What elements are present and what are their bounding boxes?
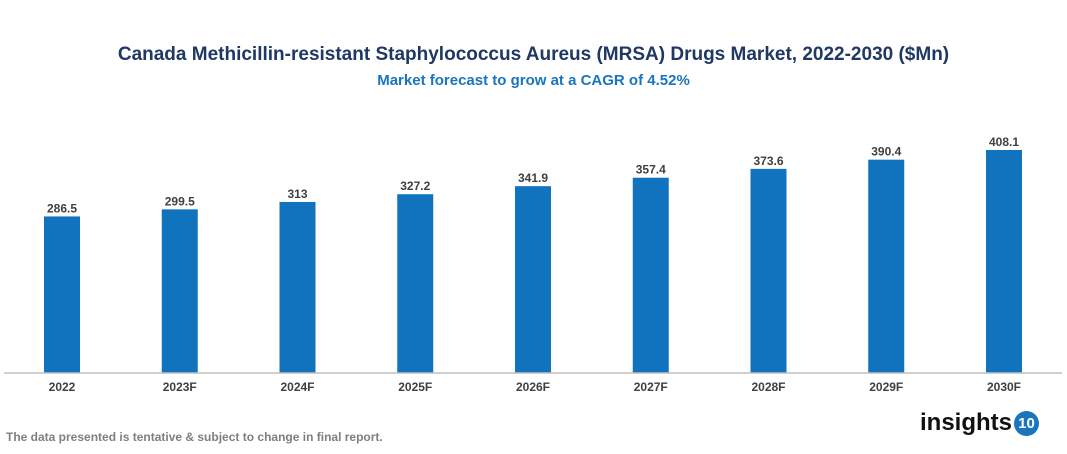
bar [750, 168, 787, 373]
data-label: 390.4 [871, 145, 901, 159]
x-tick-label: 2028F [751, 380, 785, 394]
data-label: 313 [287, 187, 307, 201]
bar [515, 186, 551, 373]
logo-number: 10 [1014, 410, 1040, 436]
bar [161, 209, 198, 373]
data-label: 408.1 [989, 135, 1019, 149]
bar [279, 201, 316, 373]
x-tick-label: 2029F [869, 380, 903, 394]
bar [44, 216, 80, 373]
data-label: 341.9 [518, 171, 548, 185]
data-label: 357.4 [636, 163, 666, 177]
x-tick-label: 2027F [634, 380, 668, 394]
x-tick-label: 2023F [163, 380, 197, 394]
bar [397, 194, 434, 373]
x-tick-label: 2030F [987, 380, 1021, 394]
x-tick-label: 2025F [398, 380, 432, 394]
bar [986, 150, 1022, 373]
insights10-logo: insights 10 [920, 409, 1040, 437]
x-tick-label: 2022 [49, 380, 76, 394]
x-tick-label: 2024F [280, 380, 314, 394]
data-label: 299.5 [165, 194, 195, 208]
chart-subtitle: Market forecast to grow at a CAGR of 4.5… [377, 72, 690, 89]
footnote: The data presented is tentative & subjec… [6, 430, 383, 444]
logo-text: insights [920, 409, 1013, 436]
data-label: 373.6 [753, 154, 783, 168]
x-tick-label: 2026F [516, 380, 550, 394]
data-label: 327.2 [400, 179, 430, 193]
data-label: 286.5 [47, 201, 77, 215]
bar [632, 177, 669, 373]
chart-title: Canada Methicillin-resistant Staphylococ… [117, 44, 950, 65]
bar [868, 159, 905, 373]
bar-chart: 286.5 2022 299.5 2023F 313 2024F 327.2 2025F 341… [4, 135, 1062, 394]
